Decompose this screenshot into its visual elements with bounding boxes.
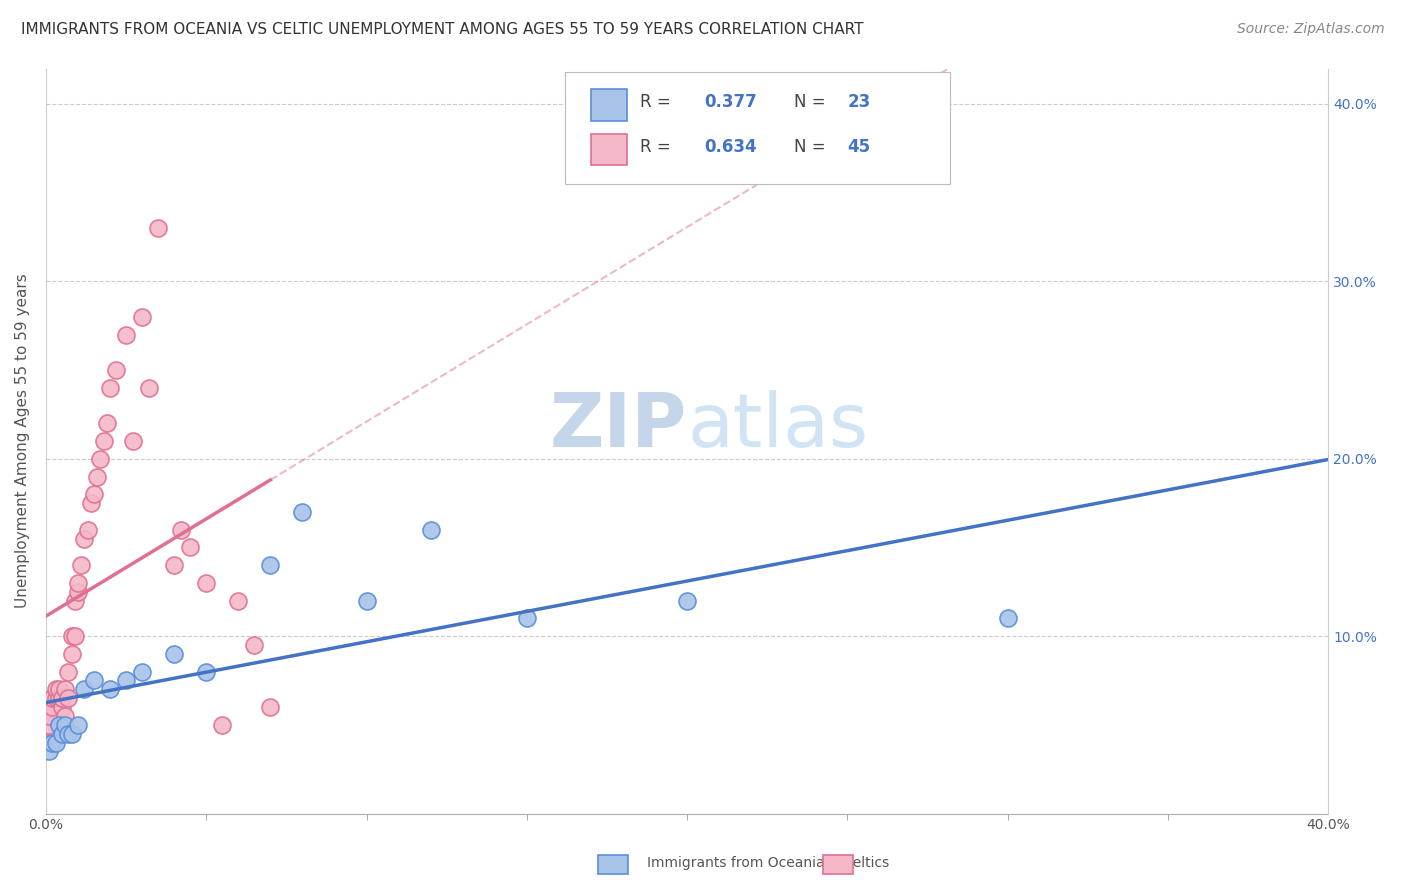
Point: [41, 700, 63, 714]
Point: [58, 691, 80, 706]
Point: [291, 505, 314, 519]
Point: [98, 682, 121, 697]
Point: [226, 593, 249, 607]
Point: [53, 709, 76, 723]
Point: [51, 700, 73, 714]
Point: [138, 381, 160, 395]
Point: [76, 523, 98, 537]
Text: atlas: atlas: [688, 390, 868, 463]
Text: IMMIGRANTS FROM OCEANIA VS CELTIC UNEMPLOYMENT AMONG AGES 55 TO 59 YEARS CORRELA: IMMIGRANTS FROM OCEANIA VS CELTIC UNEMPL…: [21, 22, 863, 37]
FancyBboxPatch shape: [591, 134, 627, 165]
Point: [419, 523, 441, 537]
Point: [45, 735, 67, 749]
Text: Celtics: Celtics: [844, 855, 890, 870]
Point: [60, 629, 83, 643]
Point: [60, 727, 83, 741]
Point: [98, 381, 121, 395]
Y-axis label: Unemployment Among Ages 55 to 59 years: Unemployment Among Ages 55 to 59 years: [15, 274, 30, 608]
Point: [169, 523, 191, 537]
Point: [195, 665, 218, 679]
Text: Source: ZipAtlas.com: Source: ZipAtlas.com: [1237, 22, 1385, 37]
FancyBboxPatch shape: [565, 72, 950, 184]
Text: 45: 45: [848, 137, 870, 156]
Point: [211, 718, 233, 732]
Point: [70, 558, 93, 573]
Text: N =: N =: [793, 93, 831, 111]
Text: 0.377: 0.377: [704, 93, 756, 111]
Point: [58, 727, 80, 741]
Point: [66, 718, 89, 732]
Point: [243, 638, 266, 652]
Point: [38, 744, 60, 758]
Point: [38, 709, 60, 723]
Point: [105, 363, 128, 377]
Point: [45, 682, 67, 697]
Point: [195, 576, 218, 591]
Point: [48, 718, 70, 732]
Point: [121, 434, 143, 448]
Point: [73, 532, 96, 546]
Point: [131, 665, 153, 679]
Text: R =: R =: [640, 137, 676, 156]
Point: [163, 647, 186, 661]
Point: [51, 727, 73, 741]
Point: [48, 691, 70, 706]
Point: [63, 629, 86, 643]
Point: [41, 735, 63, 749]
Point: [259, 558, 281, 573]
Point: [66, 576, 89, 591]
Point: [83, 487, 105, 501]
Point: [41, 691, 63, 706]
Point: [96, 417, 118, 431]
Point: [146, 221, 169, 235]
Text: 0.634: 0.634: [704, 137, 756, 156]
Point: [179, 541, 201, 555]
Point: [676, 593, 699, 607]
Point: [45, 691, 67, 706]
Point: [356, 593, 378, 607]
Text: R =: R =: [640, 93, 676, 111]
Point: [86, 469, 108, 483]
Point: [131, 310, 153, 324]
Point: [58, 665, 80, 679]
Point: [93, 434, 115, 448]
Point: [163, 558, 186, 573]
Point: [48, 682, 70, 697]
Point: [60, 647, 83, 661]
Point: [51, 691, 73, 706]
FancyBboxPatch shape: [591, 89, 627, 120]
Point: [115, 327, 138, 342]
Point: [115, 673, 138, 688]
Point: [80, 496, 103, 510]
Point: [35, 735, 58, 749]
Text: N =: N =: [793, 137, 831, 156]
Point: [38, 718, 60, 732]
Point: [73, 682, 96, 697]
Point: [259, 700, 281, 714]
Point: [63, 593, 86, 607]
Point: [53, 682, 76, 697]
Point: [516, 611, 538, 625]
Text: ZIP: ZIP: [550, 390, 688, 463]
Point: [997, 611, 1019, 625]
Point: [66, 584, 89, 599]
Point: [89, 451, 111, 466]
Text: 23: 23: [848, 93, 870, 111]
Text: Immigrants from Oceania: Immigrants from Oceania: [647, 855, 824, 870]
Point: [83, 673, 105, 688]
Point: [53, 718, 76, 732]
